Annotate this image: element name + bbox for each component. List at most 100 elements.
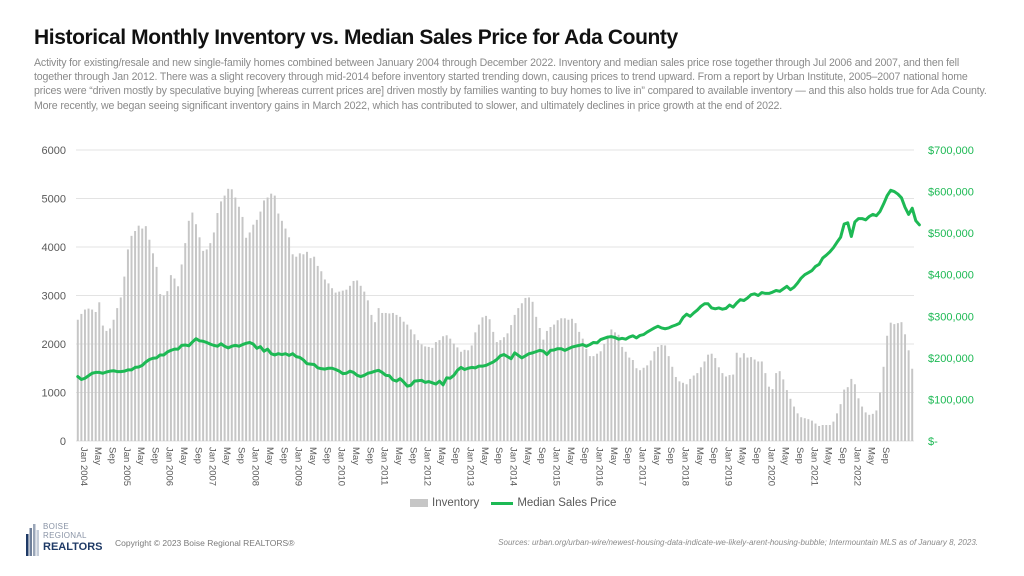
inventory-bar — [126, 249, 129, 441]
inventory-bar — [796, 413, 799, 441]
inventory-bar — [836, 413, 838, 441]
x-tick-label: Sep — [192, 447, 203, 464]
inventory-bar — [434, 342, 437, 441]
inventory-bar — [245, 237, 248, 441]
x-tick-label: May — [608, 447, 619, 465]
inventory-bar — [492, 331, 495, 441]
legend-item-inventory[interactable]: Inventory — [410, 497, 479, 509]
x-tick-label: Sep — [708, 447, 719, 464]
inventory-bar — [141, 228, 144, 441]
inventory-bar — [316, 265, 319, 441]
inventory-swatch-icon — [410, 499, 428, 507]
inventory-bar — [363, 291, 366, 441]
inventory-bar — [194, 224, 197, 441]
inventory-bar — [323, 279, 326, 441]
inventory-bar — [374, 322, 377, 441]
y-left-tick-label: 0 — [60, 436, 66, 448]
inventory-bar — [900, 322, 903, 441]
inventory-bar — [728, 375, 731, 441]
inventory-bar — [553, 324, 556, 441]
x-tick-label: Jan 2018 — [679, 447, 690, 486]
inventory-bar — [255, 219, 258, 441]
inventory-bar — [187, 220, 190, 441]
inventory-bar — [717, 367, 720, 441]
inventory-bar — [345, 289, 348, 441]
x-tick-label: May — [264, 447, 275, 465]
x-tick-label: Jan 2007 — [207, 447, 218, 486]
legend-label-inventory: Inventory — [432, 497, 480, 509]
inventory-bar — [116, 308, 119, 441]
inventory-bar — [592, 356, 595, 441]
inventory-bar — [782, 379, 785, 441]
inventory-bar — [692, 375, 695, 441]
inventory-bar — [528, 297, 531, 441]
x-tick-label: Jan 2014 — [508, 447, 519, 486]
inventory-bar — [216, 213, 219, 441]
inventory-bar — [313, 256, 316, 441]
inventory-bar — [545, 330, 548, 441]
inventory-bar — [746, 357, 749, 441]
inventory-bar — [230, 189, 233, 441]
inventory-bar — [846, 387, 849, 441]
inventory-bar — [80, 313, 83, 441]
inventory-bar — [542, 339, 545, 441]
x-tick-label: Sep — [665, 447, 676, 464]
inventory-bar — [707, 354, 710, 441]
inventory-bar — [420, 344, 423, 441]
inventory-bar — [588, 356, 591, 441]
inventory-bar — [585, 348, 588, 441]
inventory-bar — [177, 286, 180, 441]
inventory-bar — [152, 253, 154, 441]
inventory-bar — [513, 314, 516, 441]
inventory-bar — [359, 285, 362, 441]
inventory-bar — [166, 291, 169, 441]
inventory-bar — [101, 325, 104, 441]
inventory-bar — [771, 389, 774, 441]
x-tick-label: Sep — [407, 447, 418, 464]
inventory-bar — [506, 333, 509, 441]
inventory-bar — [800, 417, 803, 441]
inventory-bar — [682, 382, 684, 441]
inventory-bar — [119, 297, 122, 441]
inventory-bar — [381, 312, 384, 441]
x-tick-label: Sep — [106, 447, 117, 464]
inventory-bar — [556, 320, 559, 441]
x-tick-label: May — [823, 447, 834, 465]
inventory-bar — [814, 423, 817, 441]
inventory-bar — [338, 291, 341, 441]
inventory-bar — [549, 327, 552, 441]
inventory-bar — [878, 392, 881, 441]
inventory-bar — [839, 404, 842, 441]
inventory-bar — [266, 197, 269, 441]
inventory-bar — [123, 276, 126, 441]
x-tick-label: Sep — [579, 447, 590, 464]
inventory-bar — [306, 251, 308, 441]
inventory-bar — [356, 280, 359, 441]
x-tick-label: Sep — [751, 447, 762, 464]
inventory-bar — [280, 220, 283, 441]
inventory-bar — [295, 256, 298, 441]
y-right-tick-label: $600,000 — [928, 187, 974, 199]
x-tick-label: Jan 2005 — [121, 447, 132, 486]
inventory-bar — [259, 211, 262, 441]
inventory-bars — [76, 188, 914, 441]
inventory-bar — [91, 309, 94, 441]
inventory-bar — [477, 324, 480, 441]
inventory-bar — [223, 195, 226, 441]
x-tick-label: Jan 2017 — [636, 447, 647, 486]
inventory-bar — [395, 314, 398, 441]
inventory-bar — [445, 335, 448, 441]
y-right-tick-label: $400,000 — [928, 270, 974, 282]
inventory-bar — [825, 424, 828, 441]
legend-item-median-price[interactable]: Median Sales Price — [491, 497, 616, 509]
inventory-bar — [750, 357, 753, 441]
inventory-bar — [857, 398, 860, 441]
inventory-bar — [431, 347, 434, 441]
inventory-bar — [148, 239, 151, 441]
inventory-bar — [288, 237, 291, 441]
inventory-bar — [191, 212, 194, 441]
inventory-bar — [642, 367, 645, 441]
inventory-bar — [832, 421, 835, 441]
y-right-tick-label: $300,000 — [928, 311, 974, 323]
y-right-tick-label: $- — [928, 436, 938, 448]
